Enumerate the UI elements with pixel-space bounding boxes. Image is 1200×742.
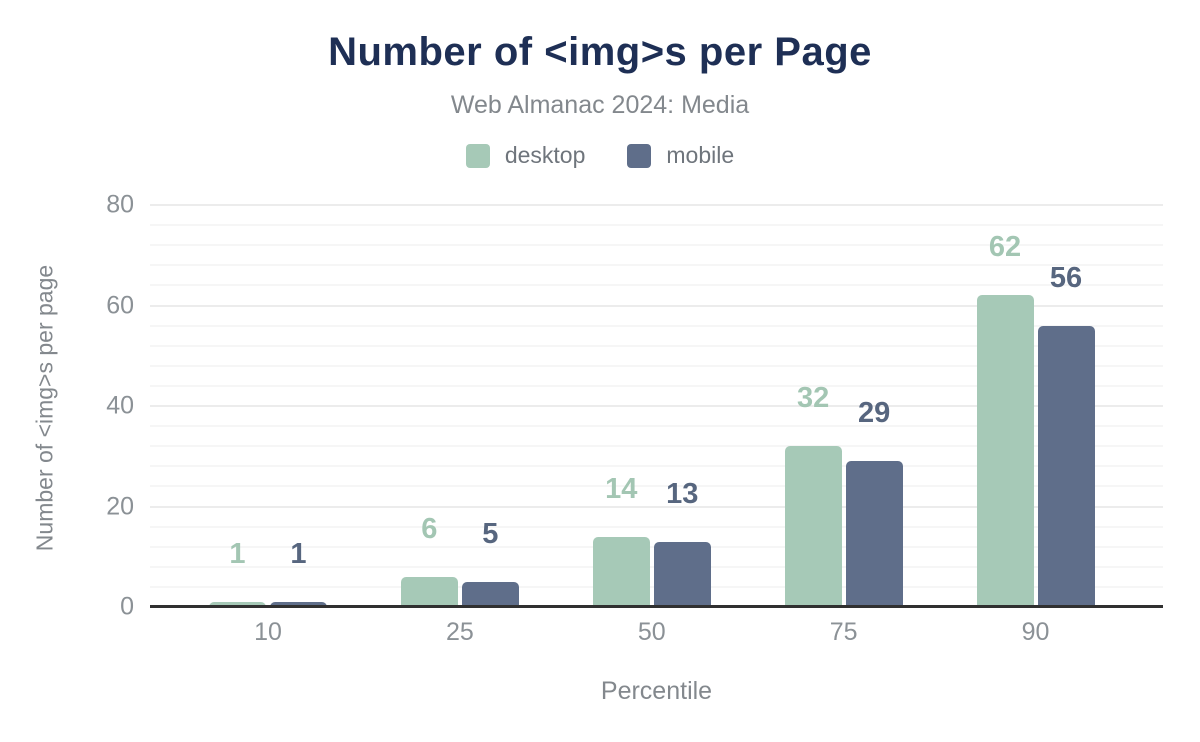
desktop-bar-value-label: 1 xyxy=(229,537,246,570)
mobile-bar-value-label: 13 xyxy=(666,477,699,510)
desktop-bar xyxy=(209,601,266,607)
minor-gridline xyxy=(150,384,1163,387)
x-axis-baseline xyxy=(150,605,1163,608)
major-gridline xyxy=(150,304,1163,307)
chart-title: Number of <img>s per Page xyxy=(328,30,872,74)
legend: desktop mobile xyxy=(0,142,1200,169)
minor-gridline xyxy=(150,445,1163,448)
mobile-bar xyxy=(461,581,519,607)
legend-item-desktop: desktop xyxy=(465,142,586,169)
minor-gridline xyxy=(150,364,1163,367)
major-gridline xyxy=(150,204,1163,206)
mobile-bar-value-label: 56 xyxy=(1049,261,1083,294)
minor-gridline xyxy=(150,324,1163,327)
desktop-bar-value-label: 32 xyxy=(796,382,830,415)
desktop-bar xyxy=(400,576,458,607)
desktop-bar-value-label: 62 xyxy=(988,231,1022,264)
mobile-bar-value-label: 1 xyxy=(290,537,307,570)
mobile-bar xyxy=(1037,325,1095,607)
desktop-bar xyxy=(592,536,650,607)
desktop-bar-value-label: 6 xyxy=(421,512,438,545)
x-tick-label: 50 xyxy=(637,618,666,646)
minor-gridline xyxy=(150,264,1163,267)
minor-gridline xyxy=(150,224,1163,227)
legend-label-mobile: mobile xyxy=(666,142,735,168)
x-tick-label: 10 xyxy=(254,618,282,646)
y-tick-label: 20 xyxy=(106,492,134,520)
legend-label-desktop: desktop xyxy=(504,142,586,168)
desktop-bar xyxy=(976,295,1034,607)
minor-gridline xyxy=(150,425,1163,428)
desktop-bar xyxy=(784,446,842,607)
y-tick-label: 80 xyxy=(106,190,134,219)
minor-gridline xyxy=(150,244,1163,247)
x-tick-label: 75 xyxy=(829,618,858,646)
mobile-bar xyxy=(845,461,903,607)
minor-gridline xyxy=(150,465,1163,468)
y-tick-label: 40 xyxy=(106,391,134,420)
x-axis-title: Percentile xyxy=(600,677,713,705)
legend-item-mobile: mobile xyxy=(627,142,734,169)
desktop-legend-swatch-icon xyxy=(465,143,490,168)
y-axis-title: Number of <img>s per page xyxy=(31,264,58,552)
major-gridline xyxy=(150,405,1163,407)
mobile-bar xyxy=(653,541,711,607)
minor-gridline xyxy=(150,525,1163,528)
x-tick-label: 90 xyxy=(1021,618,1050,646)
minor-gridline xyxy=(150,344,1163,347)
mobile-bar-value-label: 29 xyxy=(857,397,891,430)
minor-gridline xyxy=(150,485,1163,488)
major-gridline xyxy=(150,505,1163,508)
desktop-bar-value-label: 14 xyxy=(605,472,638,505)
plot-area: 1 1 6 5 14 13 32 29 62 56 xyxy=(150,204,1163,608)
y-tick-label: 60 xyxy=(106,291,134,319)
mobile-bar-value-label: 5 xyxy=(482,517,499,550)
y-tick-label: 0 xyxy=(120,592,134,621)
mobile-bar xyxy=(270,601,327,607)
x-tick-label: 25 xyxy=(445,618,474,646)
mobile-legend-swatch-icon xyxy=(627,143,652,168)
chart-subtitle: Web Almanac 2024: Media xyxy=(450,91,750,119)
minor-gridline xyxy=(150,284,1163,287)
